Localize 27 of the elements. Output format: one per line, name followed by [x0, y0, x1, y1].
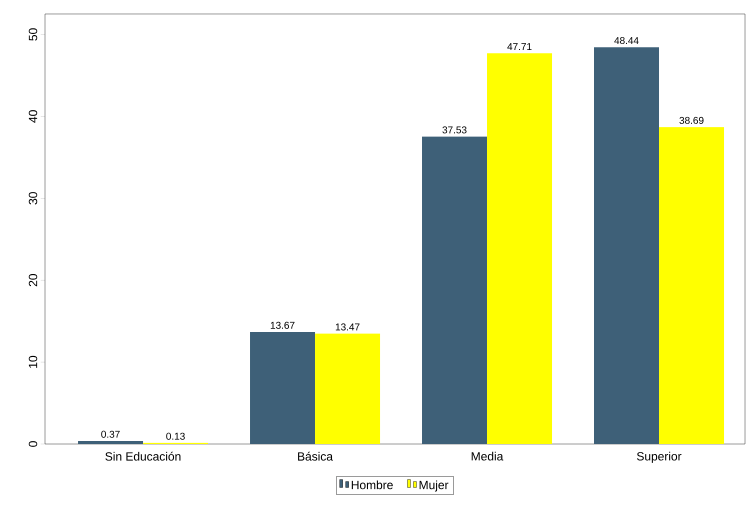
data-label: 0.13: [166, 432, 185, 440]
y-tick-label: 50: [28, 28, 38, 41]
bar: [78, 440, 144, 444]
data-label: 13.47: [336, 323, 360, 330]
x-tick-label: Superior: [636, 452, 682, 463]
bar: [250, 332, 316, 444]
x-tick-label: Sin Educación: [105, 452, 180, 461]
legend-label: Hombre: [352, 480, 393, 490]
x-tick-label: Básica: [298, 452, 333, 461]
bar: [422, 136, 488, 444]
data-label: 0.37: [101, 430, 120, 438]
bar: [594, 47, 660, 444]
x-tick-label: Media: [472, 452, 504, 461]
y-tick-label: 40: [28, 110, 38, 123]
bar: [659, 127, 724, 444]
legend-label: Mujer: [420, 480, 448, 492]
data-label: 48.44: [614, 37, 639, 44]
y-tick-label: 0: [28, 441, 38, 447]
data-label: 13.67: [270, 322, 294, 329]
data-label: 47.71: [507, 43, 532, 50]
bar: [487, 53, 552, 444]
bar: [315, 334, 380, 444]
y-tick-label: 30: [28, 192, 38, 204]
y-tick-label: 20: [28, 274, 38, 286]
data-label: 37.53: [442, 126, 467, 134]
data-label: 38.69: [679, 116, 704, 124]
y-tick-label: 10: [28, 356, 38, 368]
